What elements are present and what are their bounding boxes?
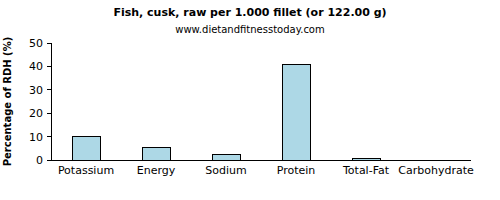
y-tick	[47, 66, 51, 67]
y-tick-label: 30	[29, 84, 43, 97]
title: Fish, cusk, raw per 1.000 fillet (or 122…	[113, 6, 386, 19]
y-tick-label: 10	[29, 131, 43, 144]
y-tick-label: 50	[29, 37, 43, 50]
y-axis-label: Percentage of RDH (%)	[2, 37, 13, 167]
bar	[142, 148, 170, 160]
y-tick	[47, 136, 51, 137]
bar	[72, 137, 100, 160]
bar	[212, 155, 240, 160]
x-tick-label: Total-Fat	[342, 164, 390, 177]
bars	[72, 64, 380, 160]
subtitle: www.dietandfitnesstoday.com	[175, 24, 324, 35]
y-tick	[47, 43, 51, 44]
x-tick-label: Protein	[277, 164, 316, 177]
y-tick-label: 0	[36, 154, 43, 167]
y-tick-label: 40	[29, 60, 43, 73]
x-tick-label: Carbohydrate	[398, 164, 474, 177]
bar	[282, 64, 310, 160]
y-axis	[51, 43, 52, 160]
y-tick	[47, 160, 51, 161]
y-tick	[47, 89, 51, 90]
x-tick-label: Sodium	[205, 164, 246, 177]
x-axis	[51, 160, 471, 161]
y-tick	[47, 113, 51, 114]
y-tick-label: 20	[29, 107, 43, 120]
x-tick-label: Potassium	[58, 164, 114, 177]
x-tick-label: Energy	[137, 164, 176, 177]
